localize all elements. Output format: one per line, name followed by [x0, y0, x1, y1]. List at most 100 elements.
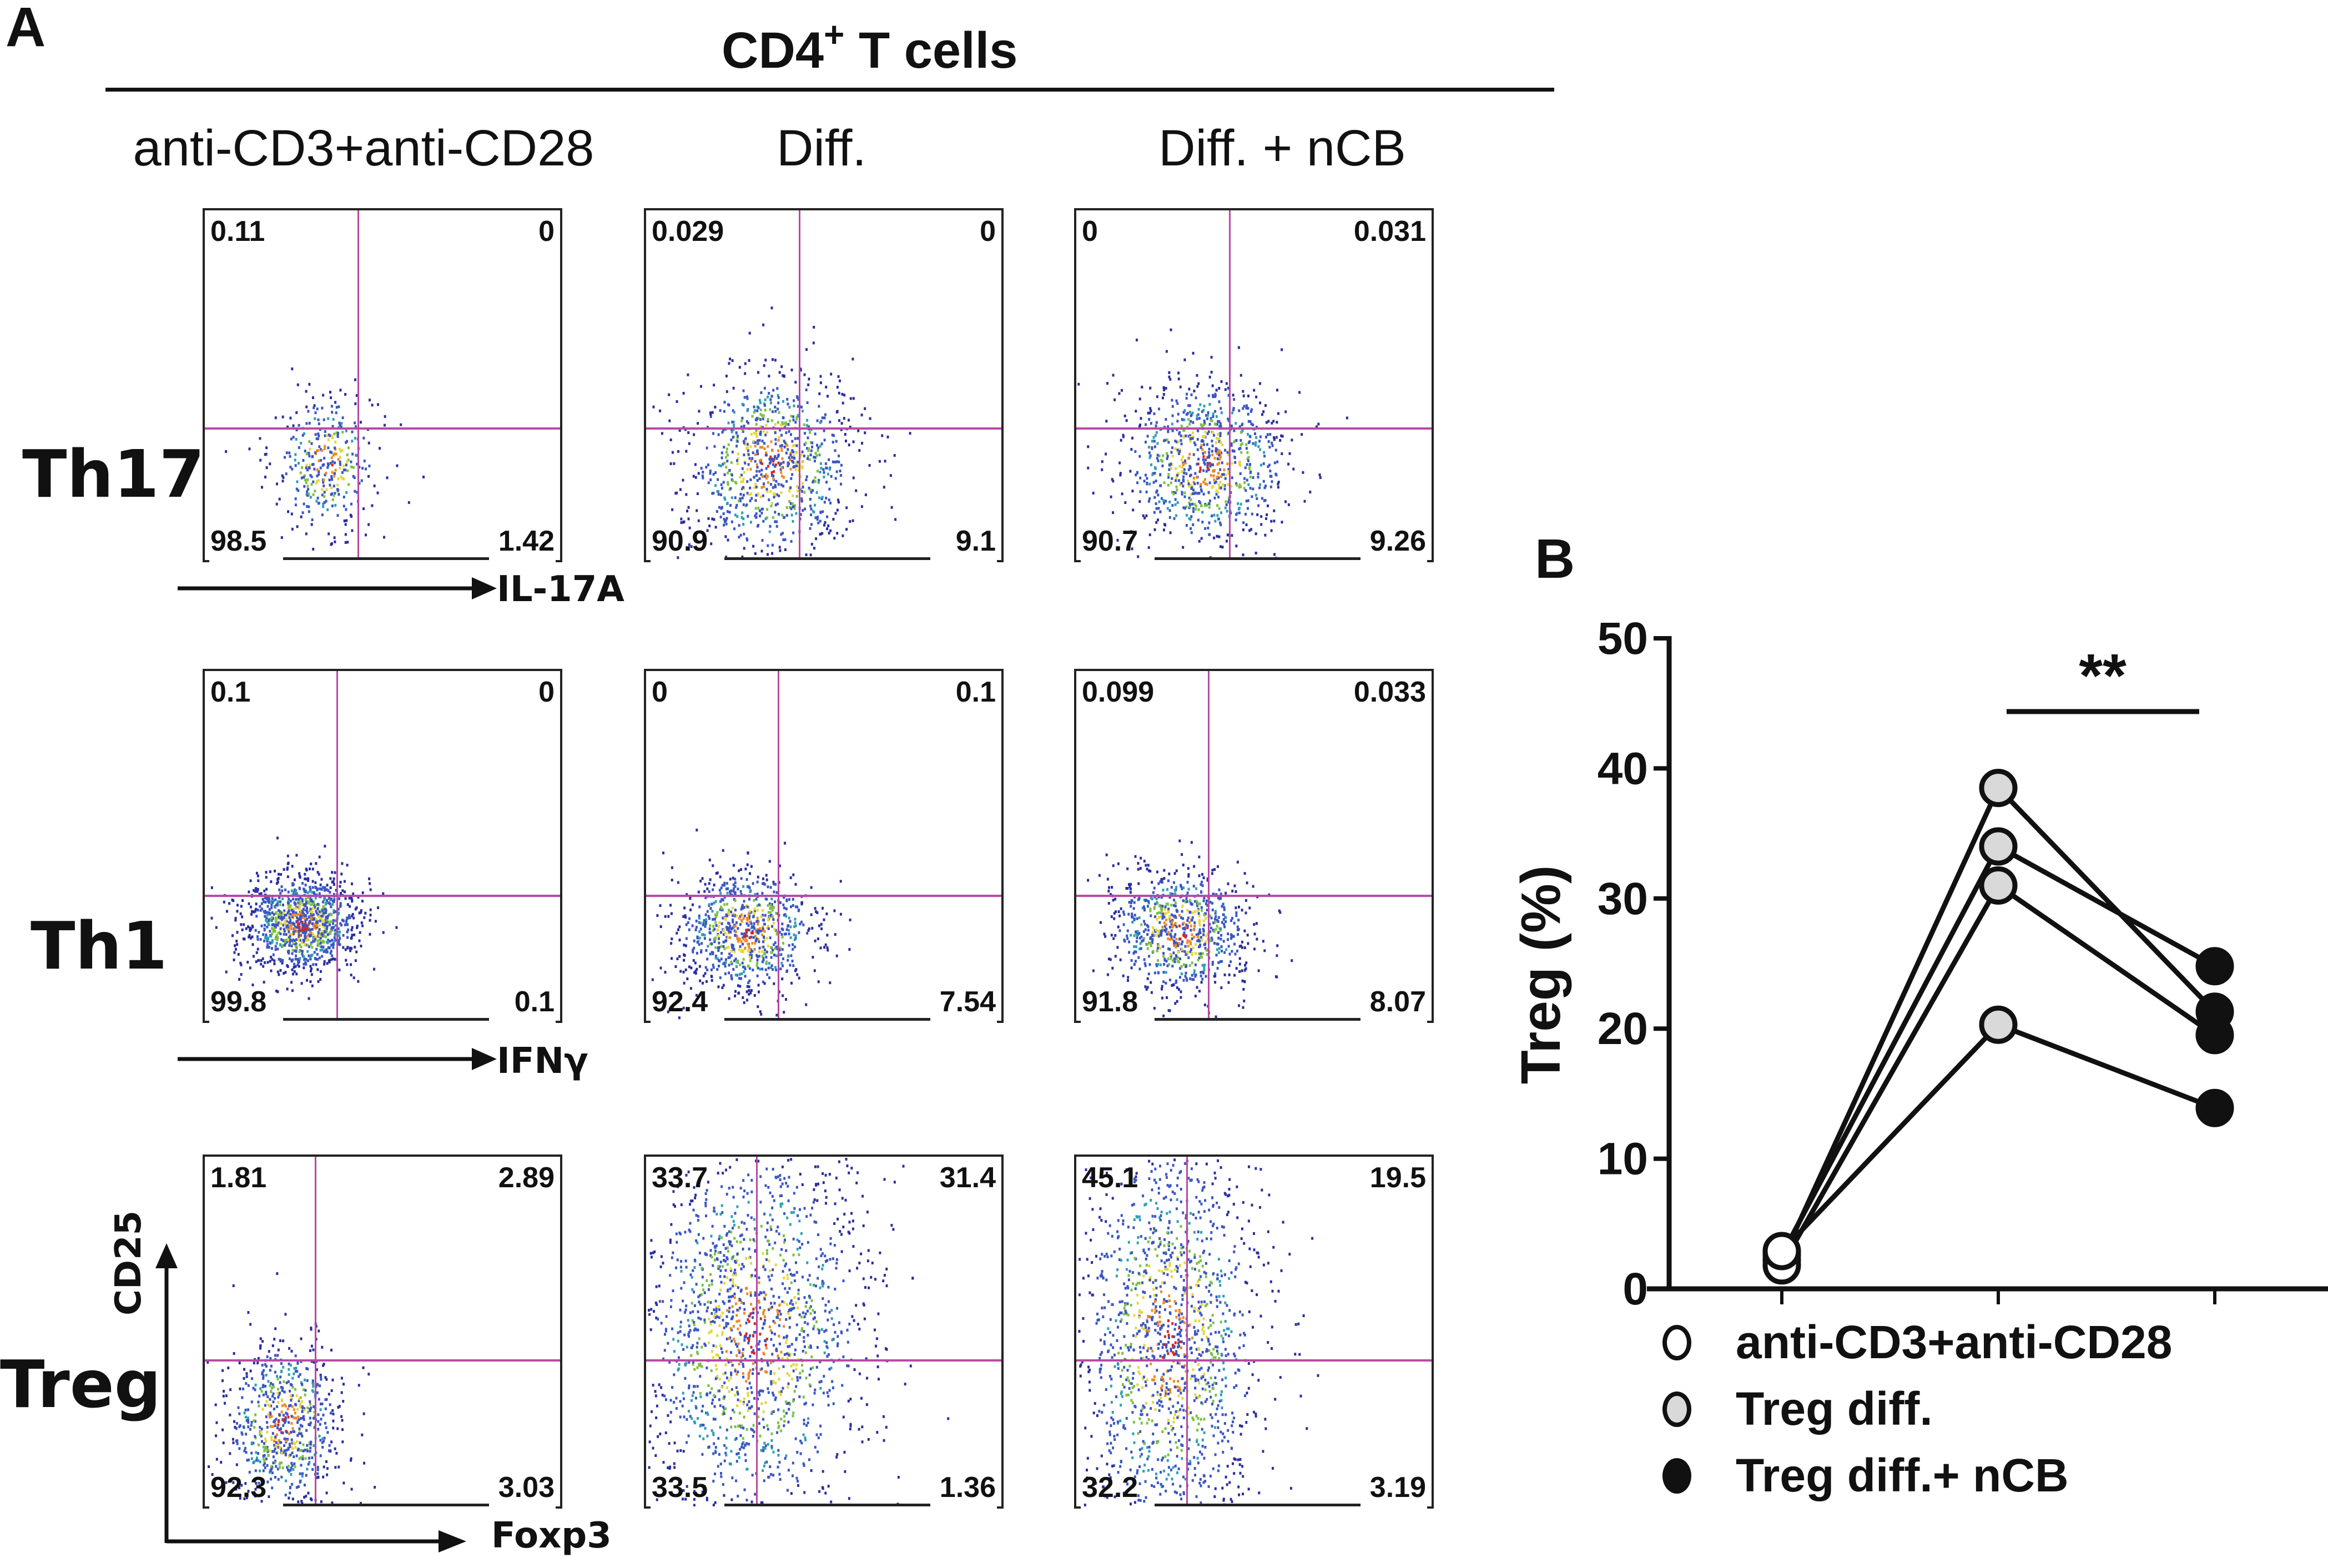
event-dot [279, 960, 282, 963]
event-dot [772, 949, 774, 952]
event-dot [684, 428, 687, 431]
event-dot [1178, 941, 1180, 945]
event-dot [1131, 915, 1133, 919]
event-dot [1194, 995, 1197, 998]
event-dot [245, 927, 248, 930]
event-dot [725, 556, 728, 559]
event-dot [1170, 462, 1172, 466]
event-dot [824, 413, 827, 416]
event-dot [303, 962, 305, 966]
event-dot [295, 938, 298, 941]
event-dot [332, 877, 335, 880]
event-dot [664, 971, 667, 974]
event-dot [724, 965, 727, 968]
flow-plot-th17-col3: 0 0.031 90.7 9.26 [1074, 208, 1434, 562]
event-dot [352, 892, 355, 895]
event-dot [1144, 985, 1147, 989]
event-dot [1237, 933, 1239, 936]
event-dot [254, 907, 257, 911]
event-dot [306, 1448, 309, 1451]
event-dot [1146, 977, 1149, 980]
event-dot [1238, 962, 1241, 966]
event-dot [1166, 452, 1168, 455]
event-dot [334, 401, 337, 404]
event-dot [748, 949, 751, 952]
event-dot [747, 906, 750, 909]
event-dot [1265, 435, 1267, 438]
event-dot [1176, 1000, 1178, 1003]
ifng-axis-label: IFNγ [497, 1041, 588, 1082]
event-dot [319, 949, 322, 952]
event-dot [840, 428, 843, 431]
event-dot [1187, 916, 1190, 920]
event-dot [1195, 887, 1198, 890]
event-dot [304, 943, 306, 946]
cd25-axis-label: CD25 [108, 1210, 149, 1315]
event-dot [310, 903, 313, 906]
event-dot [368, 465, 371, 468]
event-dot [753, 899, 755, 902]
event-dot [305, 481, 308, 485]
event-dot [1136, 471, 1138, 474]
event-dot [241, 928, 244, 931]
event-dot [742, 996, 744, 999]
event-dot [325, 500, 327, 503]
event-dot [839, 912, 842, 916]
event-dot [743, 440, 745, 443]
event-dot [326, 925, 329, 928]
event-dot [1201, 873, 1203, 876]
event-dot [309, 868, 311, 871]
event-dot [740, 473, 743, 477]
event-dot [800, 500, 803, 503]
event-dot [1135, 930, 1137, 934]
event-dot [301, 1455, 304, 1458]
event-dot [277, 1395, 280, 1399]
event-dot [297, 913, 299, 916]
event-dot [797, 405, 799, 408]
event-dot [360, 421, 362, 424]
event-dot [1143, 909, 1146, 912]
event-dot [1185, 472, 1188, 475]
event-dot [304, 914, 306, 917]
event-dot [794, 504, 796, 507]
event-dot [775, 457, 778, 460]
event-dot [309, 1421, 312, 1424]
event-dot [320, 458, 323, 462]
event-dot [731, 450, 734, 453]
event-dot [210, 916, 213, 920]
event-dot [1218, 507, 1221, 510]
event-dot [303, 1495, 306, 1499]
event-dot [311, 463, 314, 466]
event-dot [790, 981, 793, 985]
event-dot [300, 909, 303, 912]
event-dot [1161, 905, 1164, 908]
event-dot [671, 937, 673, 940]
event-dot [713, 384, 715, 387]
event-dot [717, 946, 719, 949]
event-dot [750, 459, 753, 462]
event-dot [731, 359, 734, 362]
event-dot [321, 406, 324, 410]
event-dot [1264, 404, 1267, 407]
event-dot [1218, 438, 1221, 442]
event-dot [1175, 479, 1177, 482]
event-dot [740, 868, 742, 871]
event-dot [770, 951, 773, 954]
event-dot [732, 944, 734, 947]
event-dot [734, 481, 737, 484]
event-dot [1161, 878, 1163, 881]
event-dot [1135, 940, 1138, 943]
event-dot [263, 1459, 266, 1463]
event-dot [1278, 909, 1281, 912]
event-dot [1260, 515, 1263, 518]
event-dot [750, 492, 753, 496]
event-dot [766, 431, 769, 434]
event-dot [1194, 975, 1197, 978]
event-dot [741, 555, 744, 558]
event-dot [1267, 440, 1270, 443]
event-dot [1182, 435, 1185, 438]
event-dot [817, 516, 819, 519]
event-dot [1224, 506, 1227, 510]
event-dot [383, 536, 385, 539]
event-dot [793, 456, 795, 460]
